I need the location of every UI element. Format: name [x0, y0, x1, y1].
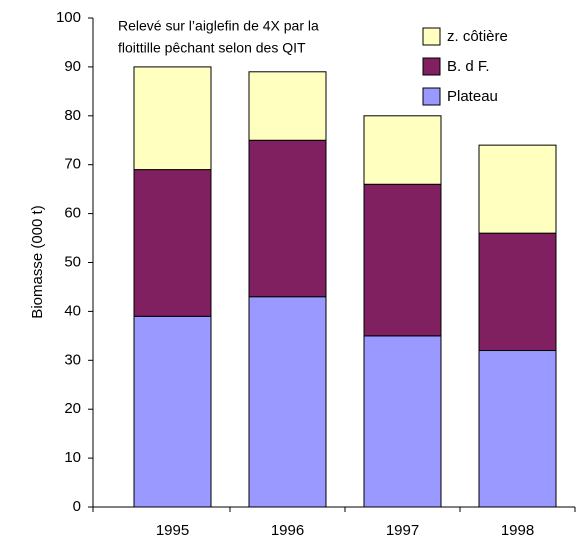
annotation: floittille pêchant selon des QIT — [118, 40, 306, 56]
y-tick-label: 80 — [64, 107, 81, 124]
y-tick-label: 50 — [64, 253, 81, 270]
y-tick-label: 10 — [64, 449, 81, 466]
y-tick-label: 70 — [64, 156, 81, 173]
bar-segment — [248, 71, 327, 141]
y-axis-label: Biomasse (000 t) — [29, 205, 46, 318]
legend-label: Plateau — [447, 88, 498, 105]
bar-segment — [133, 66, 212, 171]
legend-swatch — [422, 87, 441, 106]
y-tick-label: 100 — [56, 9, 81, 26]
y-tick-label: 0 — [73, 498, 81, 515]
x-tick-label: 1995 — [156, 522, 189, 539]
bar-segment — [363, 115, 442, 185]
y-tick-label: 40 — [64, 302, 81, 319]
x-tick-label: 1997 — [386, 522, 419, 539]
bar-segment — [478, 350, 557, 508]
annotation: Relevé sur l’aiglefin de 4X par la — [118, 18, 319, 34]
bar-segment — [363, 335, 442, 508]
bar-segment — [248, 139, 327, 298]
legend-label: B. d F. — [447, 58, 490, 75]
legend-swatch — [422, 27, 441, 46]
legend-label: z. côtière — [447, 28, 508, 45]
y-tick-label: 20 — [64, 400, 81, 417]
bar-segment — [133, 169, 212, 317]
bar-segment — [478, 232, 557, 352]
legend-swatch — [422, 57, 441, 76]
x-tick-label: 1996 — [271, 522, 304, 539]
bar-segment — [248, 296, 327, 508]
bar-segment — [478, 144, 557, 234]
y-tick-label: 60 — [64, 205, 81, 222]
y-tick-label: 90 — [64, 58, 81, 75]
y-tick-label: 30 — [64, 351, 81, 368]
x-tick-label: 1998 — [501, 522, 534, 539]
bar-segment — [363, 183, 442, 337]
bar-segment — [133, 315, 212, 508]
